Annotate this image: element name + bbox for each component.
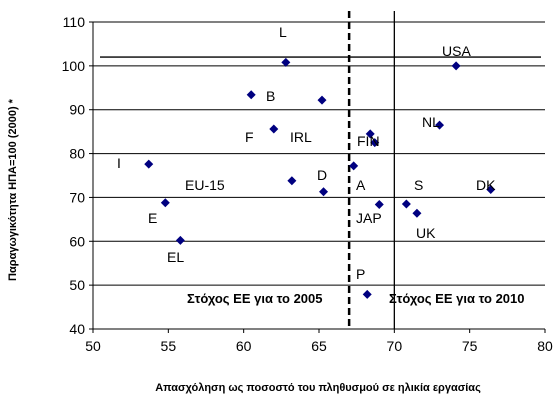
point-label-eu-15: EU-15 (185, 177, 225, 193)
data-point-irl (365, 129, 375, 139)
point-label-dk: DK (476, 177, 496, 193)
point-label-i: I (117, 155, 121, 171)
point-label-jap: JAP (356, 210, 382, 226)
data-point-b (246, 90, 256, 100)
data-point-f (269, 124, 279, 134)
axes (89, 21, 546, 333)
y-tick-label-50: 50 (69, 277, 85, 293)
y-tick-label-80: 80 (69, 146, 85, 162)
target-2010-label: Στόχος ΕΕ για το 2010 (389, 291, 525, 306)
data-point-fin (370, 138, 380, 148)
point-label-usa: USA (442, 43, 471, 59)
data-point-unlabeled-3 (317, 95, 327, 105)
data-point-i (144, 159, 154, 169)
data-point-jap (374, 199, 384, 209)
data-point-p (362, 289, 372, 299)
data-point-dk (486, 185, 496, 195)
x-tick-label-55: 55 (161, 338, 177, 354)
data-point-eu-15 (287, 176, 297, 186)
y-tick-label-40: 40 (69, 321, 85, 337)
data-point-e (160, 198, 170, 208)
point-labels: L USA B NL F IRL FIN I EU-15 DK D E JAP S UK EL P A (117, 24, 496, 282)
data-point-d (319, 187, 329, 197)
y-axis-title: Παραγωγικότητα ΗΠΑ=100 (2000) * (7, 98, 19, 281)
point-label-d: D (317, 167, 327, 183)
data-point-usa (451, 61, 461, 71)
x-tick-label-65: 65 (311, 338, 327, 354)
data-points (144, 57, 496, 299)
data-point-el (175, 235, 185, 245)
y-tick-label-70: 70 (69, 189, 85, 205)
point-label-fin: FIN (357, 133, 380, 149)
x-axis-title: Απασχόληση ως ποσοστό του πληθυσμού σε η… (155, 382, 481, 394)
point-label-b: B (266, 88, 275, 104)
point-label-uk: UK (416, 225, 436, 241)
point-label-s: S (414, 177, 423, 193)
point-label-l: L (279, 24, 287, 40)
point-label-irl: IRL (290, 129, 312, 145)
point-label-f: F (245, 129, 254, 145)
data-point-nl (435, 120, 445, 130)
y-tick-label-60: 60 (69, 233, 85, 249)
reference-lines (100, 11, 541, 329)
x-tick-label-60: 60 (236, 338, 252, 354)
data-point-uk (412, 208, 422, 218)
point-label-e: E (148, 210, 157, 226)
data-point-l (281, 57, 291, 67)
point-label-a: A (356, 177, 366, 193)
data-point-s (401, 199, 411, 209)
target-2005-label: Στόχος ΕΕ για το 2005 (187, 291, 323, 306)
x-tick-label-80: 80 (537, 338, 553, 354)
y-tick-label-110: 110 (63, 14, 86, 30)
y-tick-label-90: 90 (69, 102, 85, 118)
x-tick-label-50: 50 (85, 338, 101, 354)
x-tick-label-70: 70 (387, 338, 403, 354)
y-tick-label-100: 100 (62, 58, 86, 74)
point-label-p: P (356, 266, 365, 282)
x-tick-label-75: 75 (462, 338, 478, 354)
point-label-el: EL (167, 249, 184, 265)
data-point-unlabeled-9 (349, 161, 359, 171)
gridlines (93, 21, 545, 330)
point-label-nl: NL (422, 114, 440, 130)
